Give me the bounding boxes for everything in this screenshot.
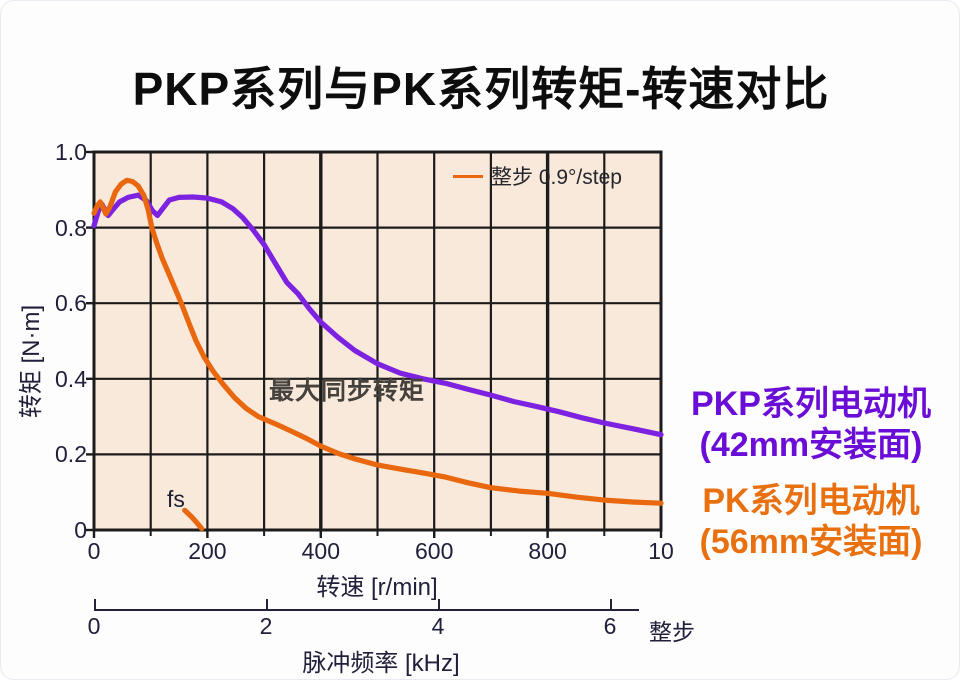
y-tick-label: 0.8 [55,214,87,241]
pulse-tick-label: 6 [603,613,617,639]
pk-series-name: PK系列电动机 [702,481,920,520]
x-tick-label: 600 [415,538,454,564]
pulse-tick-mark [610,599,612,609]
pkp-series-callout: PKP系列电动机 (42mm安装面) [663,384,959,467]
pulse-frequency-axis [94,609,639,611]
pulse-tick-mark [94,599,96,609]
pkp-series-name: PKP系列电动机 [691,385,931,423]
y-tick-label: 0.4 [55,365,87,392]
x-tick-label: 10 [648,538,674,564]
pulse-frequency-axis-label: 脉冲频率 [kHz] [302,650,460,677]
legend-line-swatch [453,174,483,178]
annotation-fs: fs [167,486,185,512]
pulse-axis-suffix: 整步 [649,619,695,645]
y-tick-label: 1.0 [55,139,87,165]
torque-speed-chart [86,150,664,538]
y-tick-label: 0.2 [55,441,87,468]
x-axis-label: 转速 [r/min] [316,574,438,601]
pk-series-callout: PK系列电动机 (56mm安装面) [663,481,959,564]
y-tick-label: 0.6 [55,290,87,317]
pulse-tick-mark [438,599,440,609]
pulse-tick-label: 0 [87,613,101,639]
x-tick-label: 0 [87,538,101,564]
series-callouts: PKP系列电动机 (42mm安装面) PK系列电动机 (56mm安装面) [663,384,959,564]
legend: 整步 0.9°/step [453,161,622,191]
y-tick-label: 0 [74,517,87,543]
annotation-max-sync-torque: 最大同步转矩 [269,377,426,405]
pk-series-size: (56mm安装面) [699,523,923,562]
x-tick-label: 800 [528,538,567,564]
pulse-tick-mark [266,599,268,609]
x-tick-label: 200 [188,538,227,564]
pkp-series-size: (42mm安装面) [699,426,923,465]
pulse-tick-label: 2 [259,613,273,639]
page-title: PKP系列与PK系列转矩-转速对比 [132,63,830,115]
pulse-tick-label: 4 [431,613,445,639]
x-tick-label: 400 [301,538,340,564]
legend-label: 整步 0.9°/step [491,166,622,189]
